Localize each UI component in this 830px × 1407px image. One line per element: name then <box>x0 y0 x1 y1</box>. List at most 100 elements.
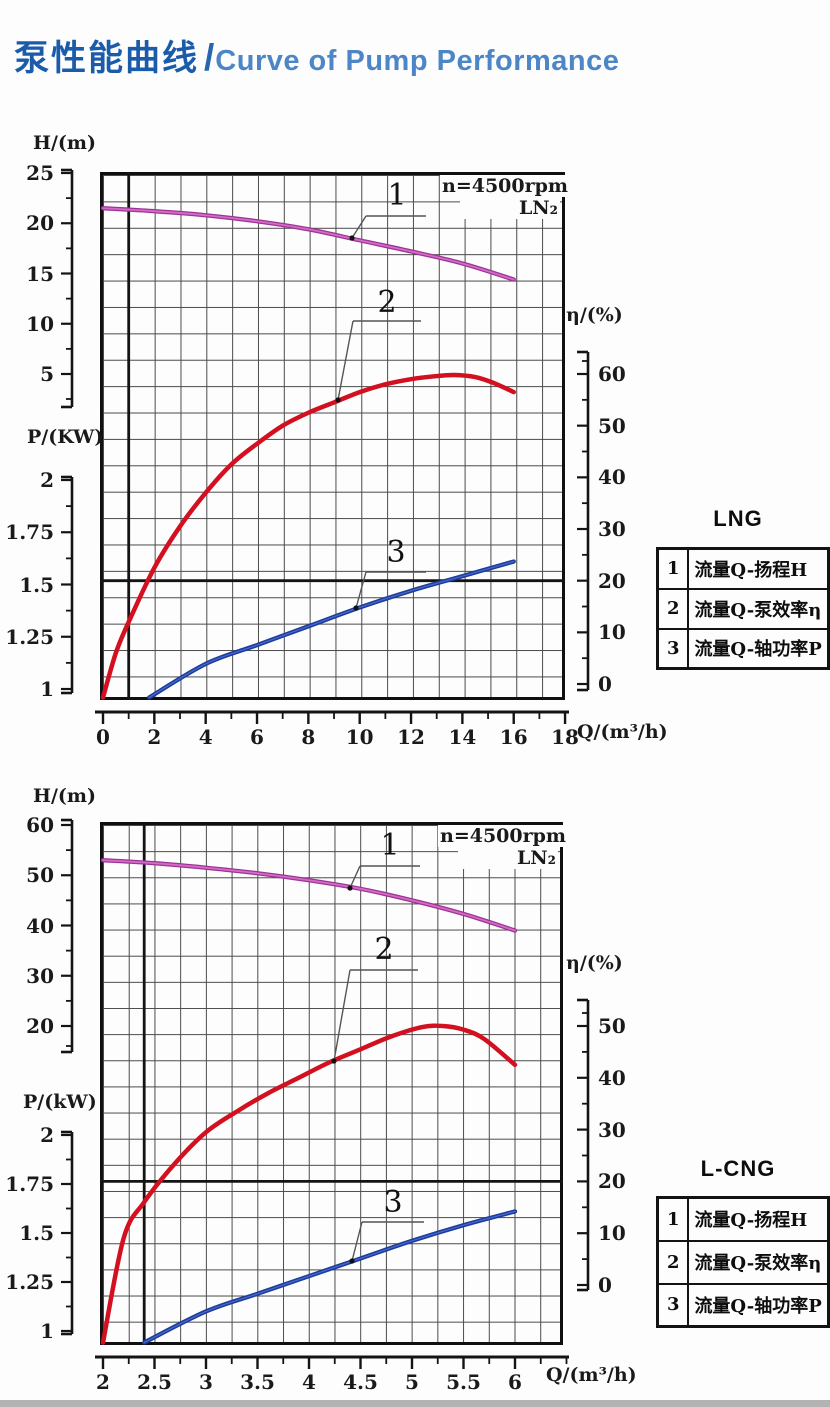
axis-tick-label: 60 <box>598 362 626 386</box>
legend-row-label: 流量Q-泵效率η <box>687 587 830 630</box>
flow-axis-tick-label: 3.5 <box>240 1370 275 1394</box>
flow-axis-tick-label: 5 <box>405 1370 419 1394</box>
chart1-plot-area <box>100 172 565 700</box>
chart2-flow-axis-label: Q/(m³/h) <box>546 1364 637 1386</box>
flow-axis-tick-label: 6 <box>250 725 264 749</box>
legend-row-label: 流量Q-扬程H <box>687 547 830 590</box>
axis-tick-label: 20 <box>26 211 54 236</box>
legend-row-number: 1 <box>656 547 690 590</box>
chart2-legend-table: 1 流量Q-扬程H 2 流量Q-泵效率η 3 流量Q-轴功率P <box>656 1196 830 1328</box>
page-title-en: Curve of Pump Performance <box>215 45 620 77</box>
chart2-curve3-marker: 3 <box>383 1185 403 1220</box>
flow-axis-tick-label: 14 <box>448 725 477 749</box>
legend-row: 1 流量Q-扬程H <box>656 1196 830 1242</box>
chart1-legend-table: 1 流量Q-扬程H 2 流量Q-泵效率η 3 流量Q-轴功率P <box>656 547 830 670</box>
axis-tick-label: 50 <box>26 863 54 888</box>
page-title: 泵性能曲线 / Curve of Pump Performance <box>14 30 619 81</box>
axis-tick-label: 40 <box>598 1065 626 1090</box>
axis-tick-label: 1.75 <box>5 1172 54 1196</box>
chart1-power-axis-label: P/(KW) <box>27 426 104 448</box>
legend-row-label: 流量Q-轴功率P <box>687 627 830 670</box>
legend-row-number: 3 <box>656 627 690 670</box>
flow-axis-tick-label: 4 <box>198 725 213 749</box>
axis-tick-label: 2 <box>40 1123 54 1147</box>
flow-axis-tick-label: 16 <box>499 725 528 749</box>
axis-tick-label: 30 <box>598 517 626 541</box>
legend-row-label: 流量Q-扬程H <box>687 1196 830 1242</box>
legend-row: 2 流量Q-泵效率η <box>656 587 830 630</box>
axis-tick-label: 20 <box>598 568 626 593</box>
legend-row: 2 流量Q-泵效率η <box>656 1239 830 1285</box>
axis-tick-label: 1.25 <box>5 624 54 649</box>
flow-axis-tick-label: 10 <box>345 725 374 749</box>
axis-tick-label: 50 <box>598 1014 626 1038</box>
axis-tick-label: 1 <box>40 1319 54 1343</box>
axis-tick-label: 40 <box>598 465 626 490</box>
legend-row-label: 流量Q-泵效率η <box>687 1239 830 1285</box>
flow-axis-tick-label: 4.5 <box>343 1370 378 1394</box>
flow-axis-tick-label: 5.5 <box>446 1370 481 1394</box>
axis-tick-label: 1.25 <box>5 1270 54 1294</box>
chart1-efficiency-axis-label: η/(%) <box>566 304 623 326</box>
flow-axis-tick-label: 6 <box>508 1370 522 1394</box>
axis-tick-label: 50 <box>598 413 626 438</box>
legend-row: 3 流量Q-轴功率P <box>656 1282 830 1328</box>
chart1-curve1-marker: 1 <box>387 178 407 213</box>
axis-tick-label: 1.5 <box>19 1221 54 1245</box>
axis-tick-label: 15 <box>26 261 54 286</box>
chart1-curve2-marker: 2 <box>377 285 397 320</box>
flow-axis-tick-label: 3 <box>199 1370 213 1394</box>
axis-tick-label: 0 <box>598 672 612 697</box>
flow-axis-tick-label: 8 <box>301 725 316 749</box>
axis-tick-label: 5 <box>40 362 54 386</box>
axis-tick-label: 1.75 <box>5 520 54 545</box>
scan-edge-strip <box>0 1400 830 1407</box>
legend-row: 1 流量Q-扬程H <box>656 547 830 590</box>
chart2-curve2-marker: 2 <box>374 932 394 967</box>
chart2-head-axis-label: H/(m) <box>33 785 96 807</box>
axis-tick-label: 10 <box>26 311 54 336</box>
axis-tick-label: 1 <box>40 677 54 701</box>
chart2-power-axis-label: P/(kW) <box>23 1091 97 1113</box>
chart1-flow-axis-label: Q/(m³/h) <box>577 721 668 743</box>
legend-row-number: 3 <box>656 1282 690 1328</box>
chart2-speed-annotation: n=4500rpm <box>438 825 567 847</box>
axis-tick-label: 2 <box>40 468 54 492</box>
axis-tick-label: 10 <box>598 620 626 645</box>
chart1-medium-annotation: LN₂ <box>460 197 560 219</box>
axis-tick-label: 10 <box>598 1221 626 1246</box>
axis-tick-label: 30 <box>26 963 54 988</box>
legend-row-number: 1 <box>656 1196 690 1242</box>
chart2-efficiency-axis-label: η/(%) <box>566 952 623 974</box>
chart1-legend-title: LNG <box>713 506 763 531</box>
legend-row-label: 流量Q-轴功率P <box>687 1282 830 1328</box>
flow-axis-tick-label: 0 <box>96 725 110 749</box>
axis-tick-label: 20 <box>26 1014 54 1038</box>
axis-tick-label: 40 <box>26 913 54 938</box>
legend-row: 3 流量Q-轴功率P <box>656 627 830 670</box>
chart1-curve3-marker: 3 <box>386 535 406 570</box>
flow-axis-tick-label: 2.5 <box>137 1370 172 1394</box>
legend-row-number: 2 <box>656 1239 690 1285</box>
axis-tick-label: 30 <box>598 1117 626 1142</box>
flow-axis-tick-label: 12 <box>397 725 425 749</box>
page-title-zh: 泵性能曲线 <box>14 39 200 78</box>
axis-tick-label: 25 <box>26 161 54 185</box>
axis-tick-label: 1.5 <box>19 572 54 597</box>
chart2-curve1-marker: 1 <box>380 828 400 863</box>
chart2-plot-area <box>100 822 563 1345</box>
chart1-speed-annotation: n=4500rpm <box>440 175 569 197</box>
flow-axis-tick-label: 2 <box>96 1370 110 1394</box>
axis-tick-label: 60 <box>26 813 54 837</box>
axis-tick-label: 20 <box>598 1169 626 1194</box>
flow-axis-tick-label: 18 <box>551 725 579 749</box>
flow-axis-tick-label: 2 <box>147 725 162 749</box>
flow-axis-tick-label: 4 <box>302 1370 316 1394</box>
axis-tick-label: 0 <box>598 1273 612 1297</box>
chart1-head-axis-label: H/(m) <box>33 132 96 154</box>
chart2-legend-title: L-CNG <box>700 1156 776 1181</box>
legend-row-number: 2 <box>656 587 690 630</box>
chart2-medium-annotation: LN₂ <box>458 847 558 869</box>
page-title-separator: / <box>204 37 215 78</box>
